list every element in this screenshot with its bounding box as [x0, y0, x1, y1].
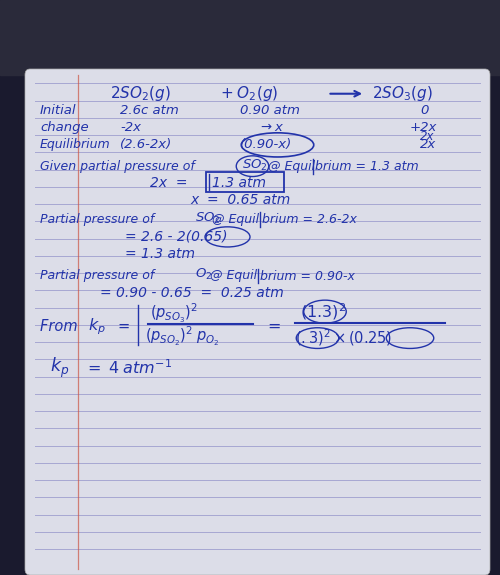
Text: = 0.90 - 0.65  =  0.25 atm: = 0.90 - 0.65 = 0.25 atm	[100, 286, 284, 300]
Text: 0.90 atm: 0.90 atm	[240, 104, 300, 117]
Text: $(p_{SO_2})^2\;p_{O_2}$: $(p_{SO_2})^2\;p_{O_2}$	[145, 325, 220, 348]
Text: $k_p$: $k_p$	[50, 356, 69, 380]
Text: x  =  0.65 atm: x = 0.65 atm	[190, 193, 290, 207]
Text: 0: 0	[420, 104, 428, 117]
Text: $SO_2$: $SO_2$	[242, 158, 268, 173]
Text: brium = 0.90-x: brium = 0.90-x	[260, 270, 355, 282]
Text: 2x: 2x	[420, 130, 434, 143]
Text: $(p_{SO_3})^2$: $(p_{SO_3})^2$	[150, 302, 198, 325]
Text: brium = 2.6-2x: brium = 2.6-2x	[262, 213, 358, 226]
Text: -2x: -2x	[120, 121, 141, 134]
Text: @ Equil: @ Equil	[212, 213, 260, 226]
Text: Equilibrium: Equilibrium	[40, 139, 110, 151]
Text: $4\;atm^{-1}$: $4\;atm^{-1}$	[108, 359, 172, 377]
Text: $2SO_3(g)$: $2SO_3(g)$	[372, 84, 434, 103]
Text: $2SO_2(g)$: $2SO_2(g)$	[110, 84, 171, 103]
Text: =: =	[88, 361, 101, 375]
Text: 2x: 2x	[420, 139, 436, 151]
Text: From: From	[40, 319, 87, 334]
Text: =: =	[268, 319, 281, 334]
Text: brium = 1.3 atm: brium = 1.3 atm	[315, 160, 418, 173]
Text: = 2.6 - 2(0.65): = 2.6 - 2(0.65)	[125, 230, 228, 244]
Text: 2.6c atm: 2.6c atm	[120, 104, 179, 117]
Text: Initial: Initial	[40, 104, 76, 117]
Text: Partial pressure of: Partial pressure of	[40, 213, 158, 226]
Text: $+\;O_2(g)$: $+\;O_2(g)$	[220, 84, 278, 103]
Text: = 1.3 atm: = 1.3 atm	[125, 247, 195, 261]
Text: +2x: +2x	[410, 121, 438, 134]
Text: @ Equil: @ Equil	[268, 160, 314, 173]
Text: 2x  =: 2x =	[150, 176, 188, 190]
Text: Given partial pressure of: Given partial pressure of	[40, 160, 199, 173]
Text: $(.3)^2 \times (0.25)$: $(.3)^2 \times (0.25)$	[295, 328, 392, 348]
Text: $O_2$: $O_2$	[195, 267, 212, 282]
Text: change: change	[40, 121, 88, 134]
Text: 1.3 atm: 1.3 atm	[212, 176, 266, 190]
Text: $SO_2$: $SO_2$	[195, 211, 220, 226]
Text: Partial pressure of: Partial pressure of	[40, 270, 158, 282]
Text: =: =	[118, 319, 130, 334]
Text: $k_p$: $k_p$	[88, 316, 106, 337]
Text: (0.90-x): (0.90-x)	[240, 139, 292, 151]
Text: $(1.3)^2$: $(1.3)^2$	[300, 301, 346, 322]
Text: $\rightarrow x$: $\rightarrow x$	[258, 121, 283, 134]
Bar	[0, 0, 500, 75]
FancyBboxPatch shape	[25, 69, 490, 575]
Text: @ Equil: @ Equil	[210, 270, 257, 282]
Text: (2.6-2x): (2.6-2x)	[120, 139, 172, 151]
